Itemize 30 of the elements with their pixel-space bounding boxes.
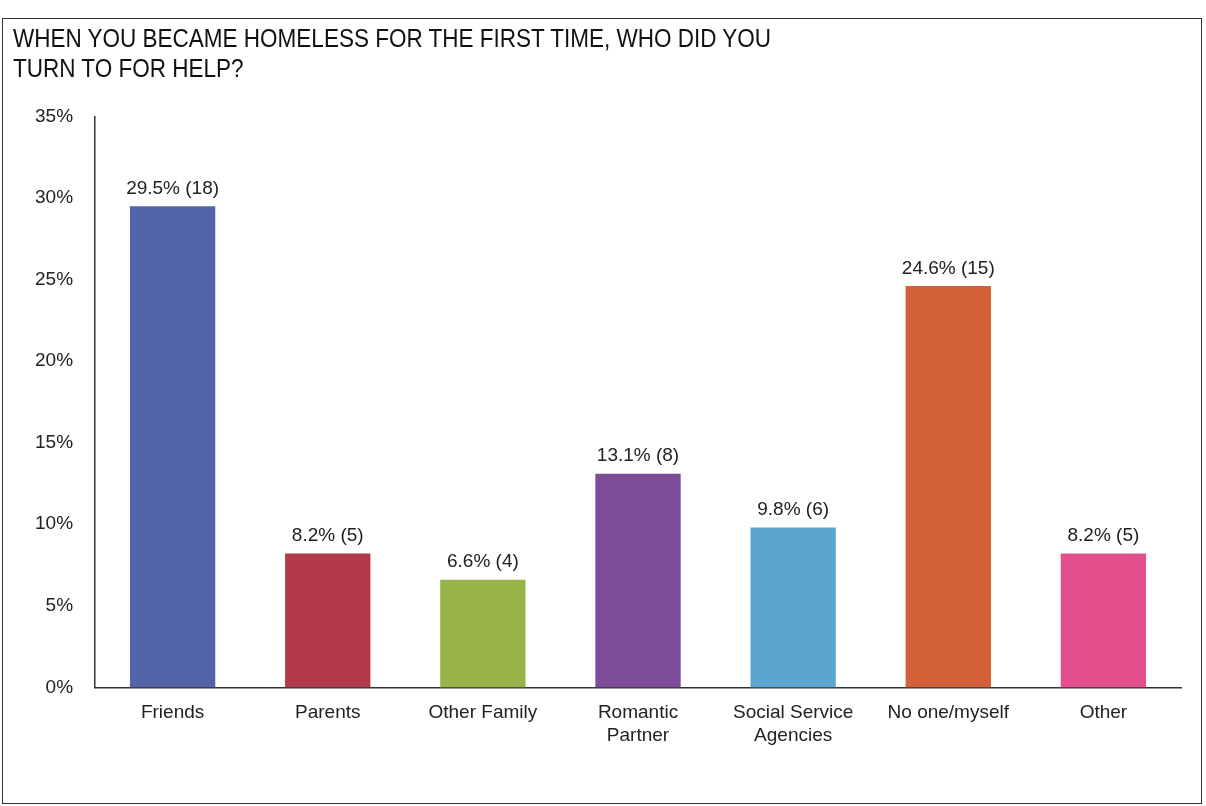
data-label: 24.6% (15) <box>901 256 995 278</box>
x-tick-label: No one/myself <box>887 701 1010 723</box>
data-label: 8.2% (5) <box>291 524 364 546</box>
y-tick-label: 0% <box>45 675 74 697</box>
bar <box>750 527 836 688</box>
x-tick-label: Friends <box>140 701 205 723</box>
x-tick-label: Romantic Partner <box>597 701 679 745</box>
bar <box>285 553 371 688</box>
bar <box>905 286 991 688</box>
y-tick-label: 35% <box>35 104 74 126</box>
x-tick-label: Other Family <box>428 701 538 723</box>
y-tick-label: 10% <box>35 512 74 534</box>
bar <box>1060 553 1147 688</box>
data-label: 13.1% (8) <box>596 444 680 466</box>
y-tick-label: 30% <box>35 186 74 208</box>
bar <box>595 473 681 688</box>
chart-title: WHEN YOU BECAME HOMELESS FOR THE FIRST TIME, WHO DID YOU TURN TO FOR HELP? <box>13 23 772 83</box>
bar <box>129 206 216 688</box>
data-label: 9.8% (6) <box>757 498 830 520</box>
y-tick-label: 20% <box>35 349 74 371</box>
data-label: 8.2% (5) <box>1067 524 1140 546</box>
data-label: 29.5% (18) <box>126 176 220 198</box>
x-tick-label: Social Service Agencies <box>732 701 854 745</box>
data-label: 6.6% (4) <box>446 550 519 572</box>
y-tick-label: 5% <box>45 594 74 616</box>
y-tick-label: 15% <box>35 430 74 452</box>
bar <box>440 579 526 688</box>
x-tick-label: Other <box>1079 701 1128 723</box>
x-tick-label: Parents <box>294 701 361 723</box>
y-tick-label: 25% <box>35 267 74 289</box>
